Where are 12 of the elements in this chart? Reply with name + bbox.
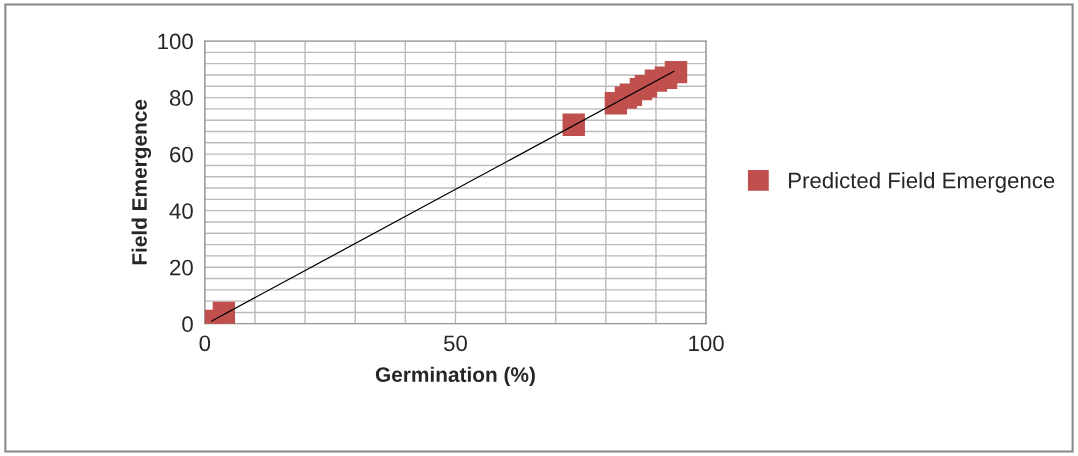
legend-label: Predicted Field Emergence <box>789 172 1055 193</box>
y-tick-label: 0 <box>182 316 193 333</box>
y-tick-label: 40 <box>169 203 193 219</box>
y-tick-label: 20 <box>170 259 193 276</box>
y-tick-label: 60 <box>170 146 193 163</box>
y-tick-label: 80 <box>169 90 193 106</box>
x-tick-label: 50 <box>443 335 467 352</box>
y-axis-title: Field Emergence <box>131 99 152 265</box>
y-tick-label: 100 <box>158 33 193 50</box>
x-axis-title: Germination (%) <box>375 366 535 387</box>
x-tick-label: 100 <box>689 335 724 352</box>
x-tick-label: 0 <box>199 335 211 352</box>
